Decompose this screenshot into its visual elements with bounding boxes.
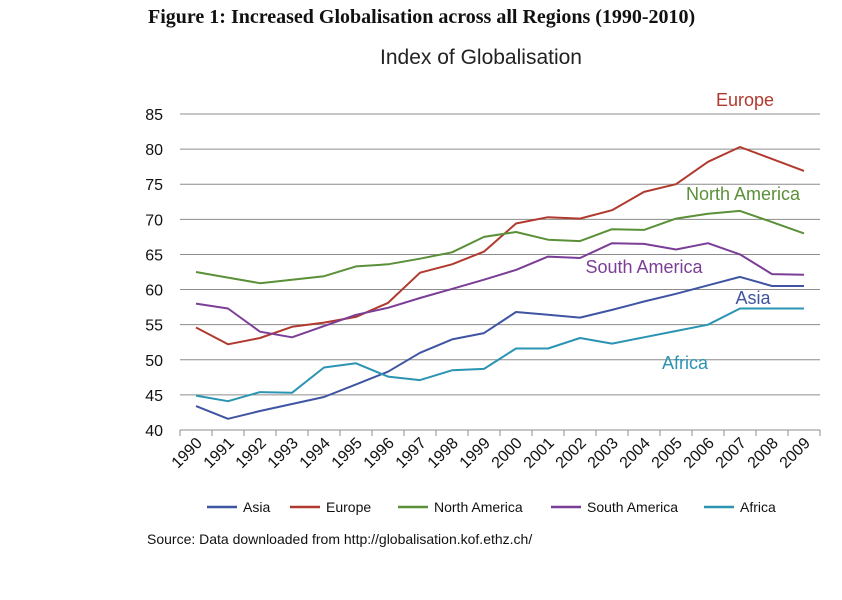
x-tick-label: 2003 <box>585 435 622 472</box>
y-tick-label: 40 <box>145 423 163 440</box>
y-tick-label: 75 <box>145 177 163 194</box>
series-line-asia <box>195 275 804 420</box>
series-lines <box>195 146 805 420</box>
x-tick-label: 2006 <box>681 435 718 472</box>
x-tick-label: 1992 <box>233 435 270 472</box>
figure-title: Figure 1: Increased Globalisation across… <box>148 6 696 28</box>
series-annotations: Europe North America South America Asia Afri… <box>585 90 801 373</box>
x-tick-label: 1995 <box>329 435 366 472</box>
x-tick-label: 1997 <box>393 435 430 472</box>
x-tick-label: 1991 <box>201 435 238 472</box>
y-tick-label: 85 <box>145 107 163 124</box>
y-tick-label: 65 <box>145 247 163 264</box>
legend-label-africa: Africa <box>740 499 776 515</box>
gridlines <box>180 113 820 431</box>
x-tick-label: 1990 <box>169 435 206 472</box>
annotation-south-america: South America <box>585 257 703 277</box>
x-tick-label: 2001 <box>521 435 558 472</box>
y-tick-label: 45 <box>145 388 163 405</box>
y-tick-label: 80 <box>145 142 163 159</box>
x-tick-label: 1993 <box>265 435 302 472</box>
series-line-europe <box>195 146 805 346</box>
y-tick-label: 50 <box>145 353 163 370</box>
annotation-africa: Africa <box>662 353 709 373</box>
x-tick-label: 2009 <box>777 435 814 472</box>
annotation-asia: Asia <box>735 288 771 308</box>
x-tick-label: 2007 <box>713 435 750 472</box>
x-tick-label: 1998 <box>425 435 462 472</box>
x-tick-label: 1994 <box>297 435 334 472</box>
x-tick-label: 2002 <box>553 435 590 472</box>
source-note: Source: Data downloaded from http://glob… <box>147 531 533 547</box>
legend-label-south-america: South America <box>587 499 678 515</box>
x-axis-ticks: 1990199119921993199419951996199719981999… <box>169 429 821 472</box>
chart-title: Index of Globalisation <box>380 46 582 69</box>
series-line-north-america <box>195 209 805 285</box>
annotation-north-america: North America <box>686 184 801 204</box>
y-axis-ticks: 40 45 50 55 60 65 70 75 80 85 <box>145 107 163 440</box>
legend-label-asia: Asia <box>243 499 270 515</box>
x-tick-label: 2005 <box>649 435 686 472</box>
legend: Asia Europe North America South America Afri… <box>207 499 776 515</box>
x-tick-label: 2004 <box>617 435 654 472</box>
y-tick-label: 60 <box>145 283 163 300</box>
annotation-europe: Europe <box>716 90 774 110</box>
series-line-africa <box>195 307 804 403</box>
x-tick-label: 2008 <box>745 435 782 472</box>
y-tick-label: 55 <box>145 318 163 335</box>
legend-label-europe: Europe <box>326 499 371 515</box>
legend-label-north-america: North America <box>434 499 523 515</box>
y-tick-label: 70 <box>145 212 163 229</box>
x-tick-label: 1999 <box>457 435 494 472</box>
series-line-south-america <box>195 242 805 339</box>
x-tick-label: 2000 <box>489 435 526 472</box>
x-tick-label: 1996 <box>361 435 398 472</box>
